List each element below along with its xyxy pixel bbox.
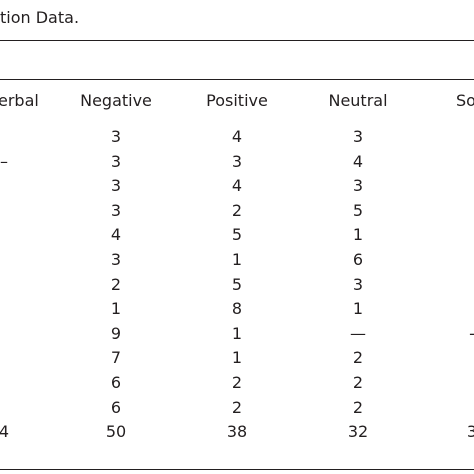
table-row-5-negative-cell: 4 <box>110 225 122 244</box>
table-row-4-negative-cell: 3 <box>110 201 122 220</box>
header-fifth-column: So <box>456 91 474 110</box>
top-rule <box>0 40 474 41</box>
table-row-6-negative-cell: 3 <box>110 250 122 269</box>
table-row-2-positive-cell: 3 <box>231 152 243 171</box>
header-rule <box>0 79 474 80</box>
total-row-positive-cell: 38 <box>226 422 248 441</box>
table-row-8-neutral-cell: 1 <box>352 299 364 318</box>
table-row-10-negative-cell: 7 <box>110 348 122 367</box>
table-row-2-neutral-cell: 4 <box>352 152 364 171</box>
table-row-1-positive-cell: 4 <box>231 127 243 146</box>
table-row-6-neutral-cell: 6 <box>352 250 364 269</box>
table-row-11-positive-cell: 2 <box>231 373 243 392</box>
table-row-2-negative-cell: 3 <box>110 152 122 171</box>
table-row-10-positive-cell: 1 <box>231 348 243 367</box>
total-row-fifth-cell: 3 <box>466 422 474 441</box>
table-caption: tion Data. <box>0 8 80 27</box>
bottom-rule <box>0 469 474 470</box>
table-row-12-neutral-cell: 2 <box>352 398 364 417</box>
table-row-1-negative-cell: 3 <box>110 127 122 146</box>
table-row-8-negative-cell: 1 <box>110 299 122 318</box>
table-row-1-neutral-cell: 3 <box>352 127 364 146</box>
table-row-5-positive-cell: 5 <box>231 225 243 244</box>
table-row-11-neutral-cell: 2 <box>352 373 364 392</box>
table-row-8-positive-cell: 8 <box>231 299 243 318</box>
table-row-2-first-cell: – <box>0 152 8 171</box>
table-row-9-positive-cell: 1 <box>231 324 243 343</box>
table-row-3-negative-cell: 3 <box>110 176 122 195</box>
table-row-9-negative-cell: 9 <box>110 324 122 343</box>
table-row-4-neutral-cell: 5 <box>352 201 364 220</box>
header-neutral: Neutral <box>328 91 388 110</box>
table-row-7-positive-cell: 5 <box>231 275 243 294</box>
table-row-9-fifth-cell: - <box>469 324 474 344</box>
header-negative: Negative <box>80 91 152 110</box>
header-first-column: erbal <box>0 91 39 110</box>
header-positive: Positive <box>206 91 268 110</box>
table-row-11-negative-cell: 6 <box>110 373 122 392</box>
table-row-9-neutral-cell: — <box>350 324 366 343</box>
total-row-first-cell: 4 <box>0 422 10 441</box>
table-row-4-positive-cell: 2 <box>231 201 243 220</box>
table-row-3-neutral-cell: 3 <box>352 176 364 195</box>
table-row-7-negative-cell: 2 <box>110 275 122 294</box>
table-row-7-neutral-cell: 3 <box>352 275 364 294</box>
total-row-negative-cell: 50 <box>105 422 127 441</box>
table-row-10-neutral-cell: 2 <box>352 348 364 367</box>
total-row-neutral-cell: 32 <box>347 422 369 441</box>
table-row-3-positive-cell: 4 <box>231 176 243 195</box>
table-row-6-positive-cell: 1 <box>231 250 243 269</box>
table-row-12-positive-cell: 2 <box>231 398 243 417</box>
table-row-5-neutral-cell: 1 <box>352 225 364 244</box>
table-row-12-negative-cell: 6 <box>110 398 122 417</box>
